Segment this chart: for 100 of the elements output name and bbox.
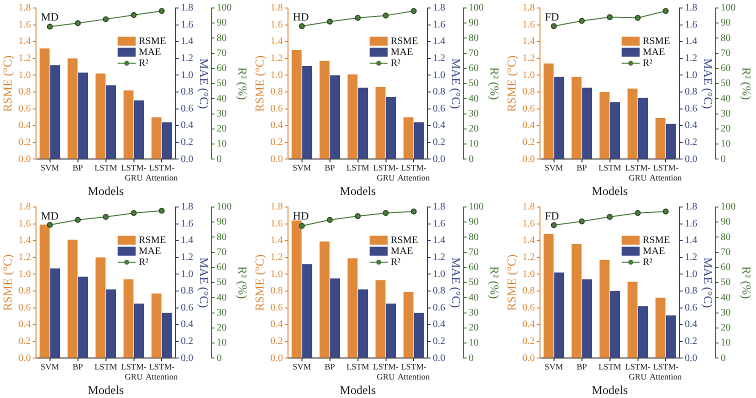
x-tick-label: SVM [40, 162, 60, 173]
y2-tick-label: 1.4 [432, 36, 446, 48]
y-tick-label: 0.2 [18, 137, 31, 148]
legend-label: MAE [642, 246, 665, 257]
y3-tick-label: 90 [720, 216, 731, 228]
x-tick-label: LSTM-Attention [650, 162, 683, 183]
y3-tick-label: 90 [468, 18, 479, 29]
y3-tick-label: 50 [468, 277, 479, 288]
y-tick-label: 0.0 [522, 154, 535, 165]
point [354, 14, 361, 21]
y2-tick-label: 1.0 [432, 268, 446, 280]
y2-tick-label: 0.8 [432, 286, 446, 297]
y3-tick-label: 70 [216, 246, 227, 258]
x-tick-label: SVM [292, 362, 312, 372]
y3-tick-label: 20 [468, 124, 479, 135]
point [662, 208, 669, 215]
chart-title: HD [292, 210, 309, 222]
y3-tick-label: 70 [720, 48, 731, 59]
y2-tick-label: 0.6 [180, 302, 194, 314]
y-tick-label: 0.2 [522, 137, 535, 148]
y3-tick-label: 0 [720, 352, 726, 364]
x-tick-label: LSTM-Attention [146, 162, 179, 183]
x-tick-label: LSTM-Attention [650, 362, 683, 382]
point [46, 24, 53, 30]
y-tick-label: 0.6 [522, 103, 535, 114]
y3-tick-label: 70 [216, 48, 227, 59]
y2-tick-label: 0.6 [180, 103, 194, 114]
y3-tick-label: 40 [468, 292, 479, 304]
y2-tick-label: 0.2 [180, 336, 194, 348]
y-tick-label: 0.8 [522, 286, 535, 297]
y3-tick-label: 60 [216, 63, 227, 74]
y2-tick-label: 0.8 [684, 86, 698, 98]
point [410, 8, 417, 14]
y2-tick-label: 0.2 [432, 336, 446, 348]
point [606, 14, 613, 20]
point [578, 218, 585, 224]
y3-tick-label: 100 [468, 2, 484, 14]
y2-tick-label: 1.2 [684, 252, 698, 264]
y-tick-label: 0.6 [18, 103, 31, 114]
y3-axis-title: R² (%) [740, 67, 754, 100]
chart-title: FD [544, 11, 560, 24]
y-tick-label: 0.2 [18, 336, 31, 348]
y2-tick-label: 0.4 [684, 319, 698, 330]
y-tick-label: 1.8 [270, 2, 283, 14]
y2-axis-title: MAE (°C) [449, 257, 464, 308]
y-axis-title: RSME (°C) [504, 254, 518, 311]
y3-tick-label: 90 [468, 216, 479, 228]
y2-tick-label: 1.0 [684, 268, 698, 280]
y2-tick-label: 0.0 [432, 154, 446, 165]
y-tick-label: 1.0 [270, 70, 283, 81]
legend-label: RSME [138, 36, 166, 47]
y3-tick-label: 100 [216, 2, 232, 14]
legend-label: MAE [390, 246, 413, 257]
y-tick-label: 1.4 [270, 235, 283, 246]
y3-tick-label: 40 [720, 292, 731, 304]
point [634, 210, 641, 216]
y3-tick-label: 80 [216, 232, 227, 243]
y3-tick-label: 70 [468, 48, 479, 59]
x-tick-label: LSTM-GRU [121, 362, 147, 382]
x-tick-label: BP [576, 162, 588, 173]
legend-label: MAE [138, 46, 161, 58]
y3-tick-label: 40 [216, 292, 227, 304]
legend-label: RSME [390, 36, 418, 47]
point [326, 216, 333, 223]
y2-tick-label: 1.8 [432, 202, 446, 213]
y2-axis-title: MAE (°C) [701, 58, 716, 109]
y-tick-label: 0.0 [270, 154, 283, 165]
x-tick-label: LSTM [346, 162, 370, 173]
y2-tick-label: 1.2 [432, 53, 446, 64]
y2-tick-label: 1.6 [684, 19, 698, 30]
y-tick-label: 1.0 [270, 268, 283, 280]
point [662, 8, 669, 14]
y2-tick-label: 0.6 [684, 103, 698, 114]
point [606, 214, 613, 220]
legend-label: RSME [138, 234, 166, 246]
y3-tick-label: 60 [720, 63, 731, 74]
y3-axis-title: R² (%) [236, 266, 250, 299]
y-tick-label: 1.4 [270, 36, 283, 48]
point [634, 14, 641, 21]
x-tick-label: LSTM [94, 362, 118, 372]
y3-tick-label: 80 [720, 32, 731, 44]
y3-tick-label: 10 [468, 138, 479, 150]
point [158, 8, 165, 14]
y2-axis-title: MAE (°C) [197, 58, 212, 109]
x-tick-label: LSTM-GRU [625, 362, 651, 382]
y-tick-label: 0.0 [270, 352, 283, 364]
y3-tick-label: 0 [720, 154, 726, 165]
y2-tick-label: 1.6 [432, 19, 446, 30]
y3-tick-label: 30 [468, 108, 479, 120]
y3-tick-label: 0 [468, 352, 474, 364]
x-tick-label: LSTM [598, 162, 622, 173]
y2-tick-label: 1.6 [432, 218, 446, 230]
x-tick-label: LSTM [346, 362, 370, 372]
y3-tick-label: 70 [720, 246, 731, 258]
y3-tick-label: 60 [468, 63, 479, 74]
y2-tick-label: 1.4 [180, 235, 194, 246]
y2-tick-label: 1.8 [180, 2, 194, 14]
y3-tick-label: 0 [216, 352, 222, 364]
x-tick-label: LSTM-GRU [373, 162, 399, 183]
y-tick-label: 0.2 [522, 336, 535, 348]
